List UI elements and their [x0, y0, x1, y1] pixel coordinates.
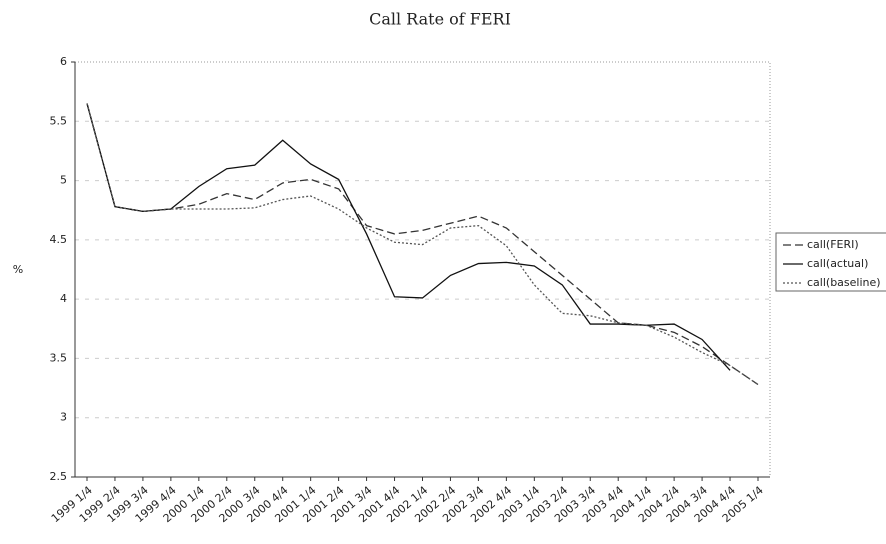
y-tick-label: 4.5	[50, 233, 68, 246]
y-axis-label: %	[13, 263, 23, 276]
legend-box	[775, 232, 886, 292]
series-line	[86, 103, 731, 371]
y-tick-label: 5.5	[50, 114, 68, 127]
y-tick-label: 3	[60, 411, 67, 424]
y-tick-label: 6	[60, 55, 67, 68]
legend-label: call(baseline)	[807, 276, 881, 289]
y-tick-label: 4	[60, 292, 67, 305]
plot-area	[74, 61, 771, 478]
chart-title: Call Rate of FERI	[369, 10, 511, 29]
series-line	[86, 103, 759, 386]
legend-label: call(actual)	[807, 257, 868, 270]
y-tick-label: 2.5	[50, 470, 68, 483]
legend-label: call(FERI)	[807, 238, 859, 251]
y-tick-label: 3.5	[50, 351, 68, 364]
y-tick-label: 5	[60, 174, 67, 187]
